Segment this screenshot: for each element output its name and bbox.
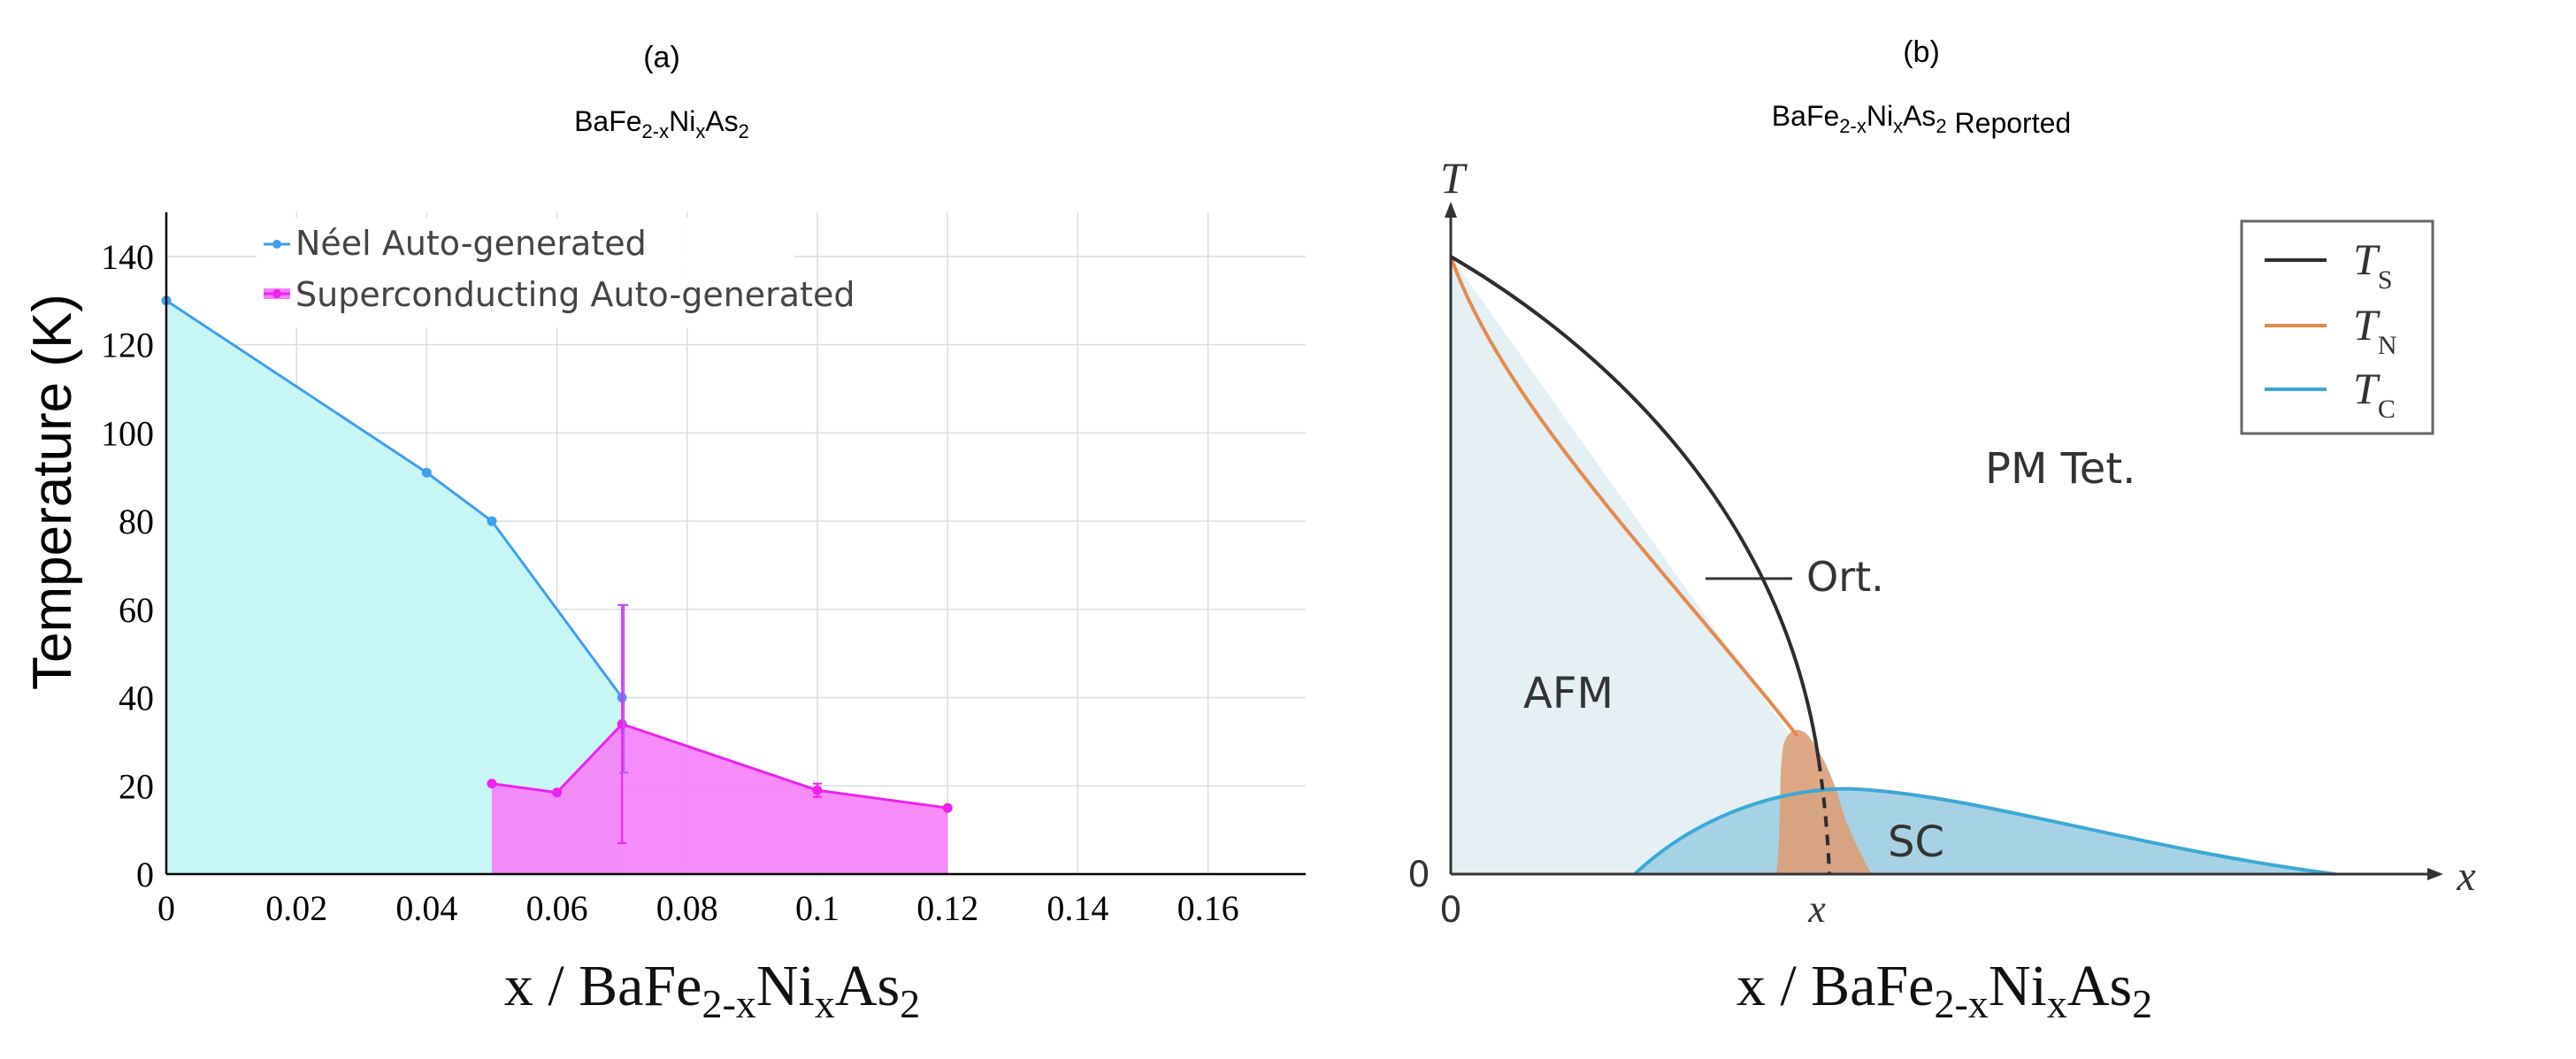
series-areas: [166, 300, 948, 874]
legend-neel-marker: [272, 240, 281, 249]
y-tick-labels: 0 20 40 60 80 100 120 140: [101, 237, 154, 894]
y-axis-label: Temperature (K): [22, 294, 83, 690]
x-axis-label: x / BaFe2-xNixAs2: [504, 954, 920, 1026]
x-tick-label: 0.12: [916, 888, 978, 928]
b-legend: TS TN TC: [2240, 219, 2434, 435]
panel-a: (a) BaFe2-xNixAs2 0 0.02 0.04 0.06 0.08 0.1 0.…: [22, 41, 1306, 1026]
legend-entry-superconducting: Superconducting Auto-generated: [264, 275, 855, 314]
x-tick-labels: 0 0.02 0.04 0.06 0.08 0.1 0.12 0.14 0.16: [157, 888, 1239, 928]
b-legend-tc-label: TC: [2353, 364, 2396, 424]
b-origin-x-label: 0: [1439, 890, 1461, 931]
legend: Néel Auto-generated Superconducting Auto…: [257, 218, 855, 327]
panel-a-label: (a): [643, 41, 680, 74]
b-legend-ts-label: TS: [2353, 234, 2393, 295]
x-tick-label: 0.04: [395, 888, 457, 928]
axes: [165, 212, 1306, 876]
panel-a-title: BaFe2-xNixAs2: [574, 105, 749, 142]
b-origin-y-label: 0: [1407, 855, 1430, 895]
b-x-mark-label: x: [1807, 887, 1826, 931]
series-area-1: [492, 724, 948, 874]
b-x-axis-arrow: [2427, 868, 2443, 880]
ts-curve: [1449, 255, 1821, 762]
b-legend-entry-ts: TS: [2265, 234, 2393, 295]
series-lines: [161, 295, 953, 845]
x-tick-label: 0.14: [1046, 888, 1108, 928]
panel-b: (b) BaFe2-xNixAs2 Reported T x 0 0 x AFM…: [1407, 35, 2475, 1026]
y-tick-label: 100: [101, 413, 154, 453]
b-legend-entry-tn: TN: [2265, 300, 2396, 360]
x-tick-label: 0.16: [1177, 888, 1239, 928]
data-point: [487, 779, 497, 789]
x-tick-label: 0.08: [656, 888, 718, 928]
y-tick-label: 60: [119, 590, 154, 630]
legend-entry-neel: Néel Auto-generated: [264, 224, 647, 263]
afm-region: [1451, 257, 1829, 874]
x-tick-label: 0.02: [265, 888, 327, 928]
data-point: [617, 718, 627, 729]
data-point: [552, 787, 563, 798]
b-x-axis-label: x / BaFe2-xNixAs2: [1736, 954, 2152, 1026]
series-line-0: [165, 299, 624, 699]
panel-b-label: (b): [1903, 35, 1940, 69]
b-legend-entry-tc: TC: [2265, 364, 2396, 424]
sc-label: SC: [1888, 817, 1944, 867]
b-x-axis-symbol: x: [2456, 853, 2475, 900]
legend-sc-marker: [272, 289, 281, 298]
y-tick-label: 140: [101, 237, 154, 277]
data-point: [942, 802, 953, 813]
series-area-0: [166, 300, 623, 874]
x-tick-label: 0.06: [526, 888, 588, 928]
legend-box: [257, 218, 794, 327]
ts-dashed-continuation: [1817, 760, 1831, 875]
b-legend-tn-label: TN: [2353, 300, 2396, 360]
data-point: [421, 467, 432, 478]
b-y-axis-symbol: T: [1440, 153, 1468, 203]
y-tick-label: 120: [101, 326, 154, 365]
tc-curve: [1633, 787, 2336, 876]
y-tick-label: 40: [119, 679, 154, 718]
ort-label: Ort.: [1806, 553, 1884, 601]
pm-tet-label: PM Tet.: [1985, 444, 2135, 494]
tn-curve: [1449, 256, 1799, 738]
panel-b-title: BaFe2-xNixAs2 Reported: [1772, 100, 2071, 139]
data-point: [487, 516, 497, 526]
y-tick-label: 80: [119, 502, 154, 541]
x-tick-label: 0.1: [795, 888, 840, 928]
b-y-axis-arrow: [1445, 202, 1457, 218]
y-tick-label: 0: [136, 855, 154, 894]
y-tick-label: 20: [119, 766, 154, 806]
legend-neel-label: Néel Auto-generated: [295, 224, 647, 263]
data-point: [812, 785, 823, 795]
x-tick-label: 0: [157, 888, 175, 928]
legend-sc-label: Superconducting Auto-generated: [295, 275, 855, 314]
afm-label: AFM: [1523, 669, 1614, 718]
